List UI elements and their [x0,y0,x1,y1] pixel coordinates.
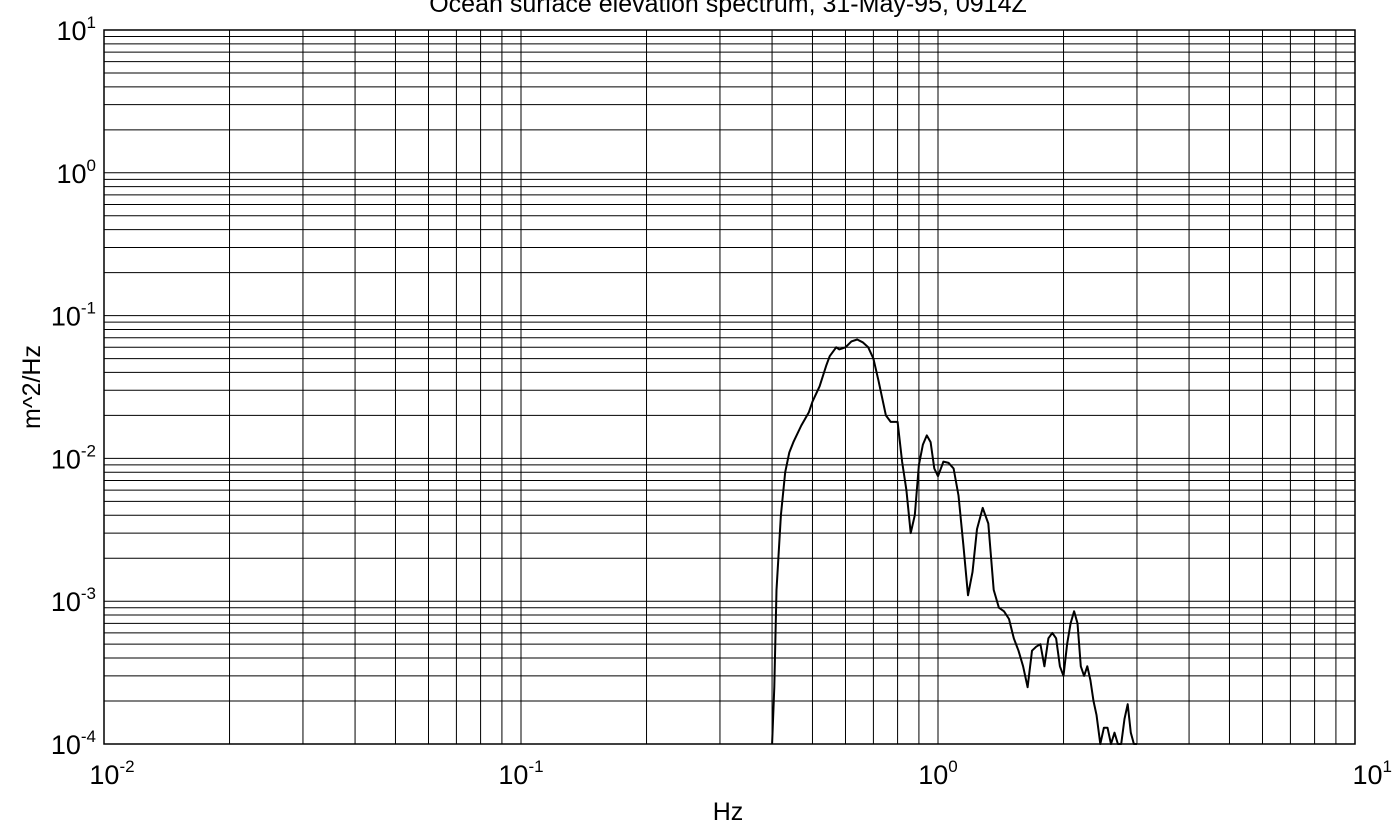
y-tick-label: 10-4 [51,727,96,760]
spectrum-line [771,338,1137,745]
y-tick-label: 10-1 [51,299,96,332]
plot-frame [103,29,1356,745]
y-tick-label: 100 [56,156,96,189]
x-tick-label: 101 [1352,757,1392,790]
x-tick-labels: 10-2 10-1 100 101 [89,757,1392,790]
x-tick-label: 10-2 [89,757,134,790]
y-tick-label: 10-3 [51,584,96,617]
x-axis-label: Hz [713,798,744,826]
chart-title: Ocean surface elevation spectrum, 31-May… [429,0,1027,18]
y-tick-label: 101 [56,13,96,46]
x-tick-label: 10-1 [498,757,543,790]
y-tick-labels: 101 100 10-1 10-2 10-3 10-4 [51,13,96,760]
grid-lines [103,29,1356,745]
x-tick-label: 100 [918,757,958,790]
y-tick-label: 10-2 [51,441,96,474]
y-axis-label: m^2/Hz [18,345,46,429]
